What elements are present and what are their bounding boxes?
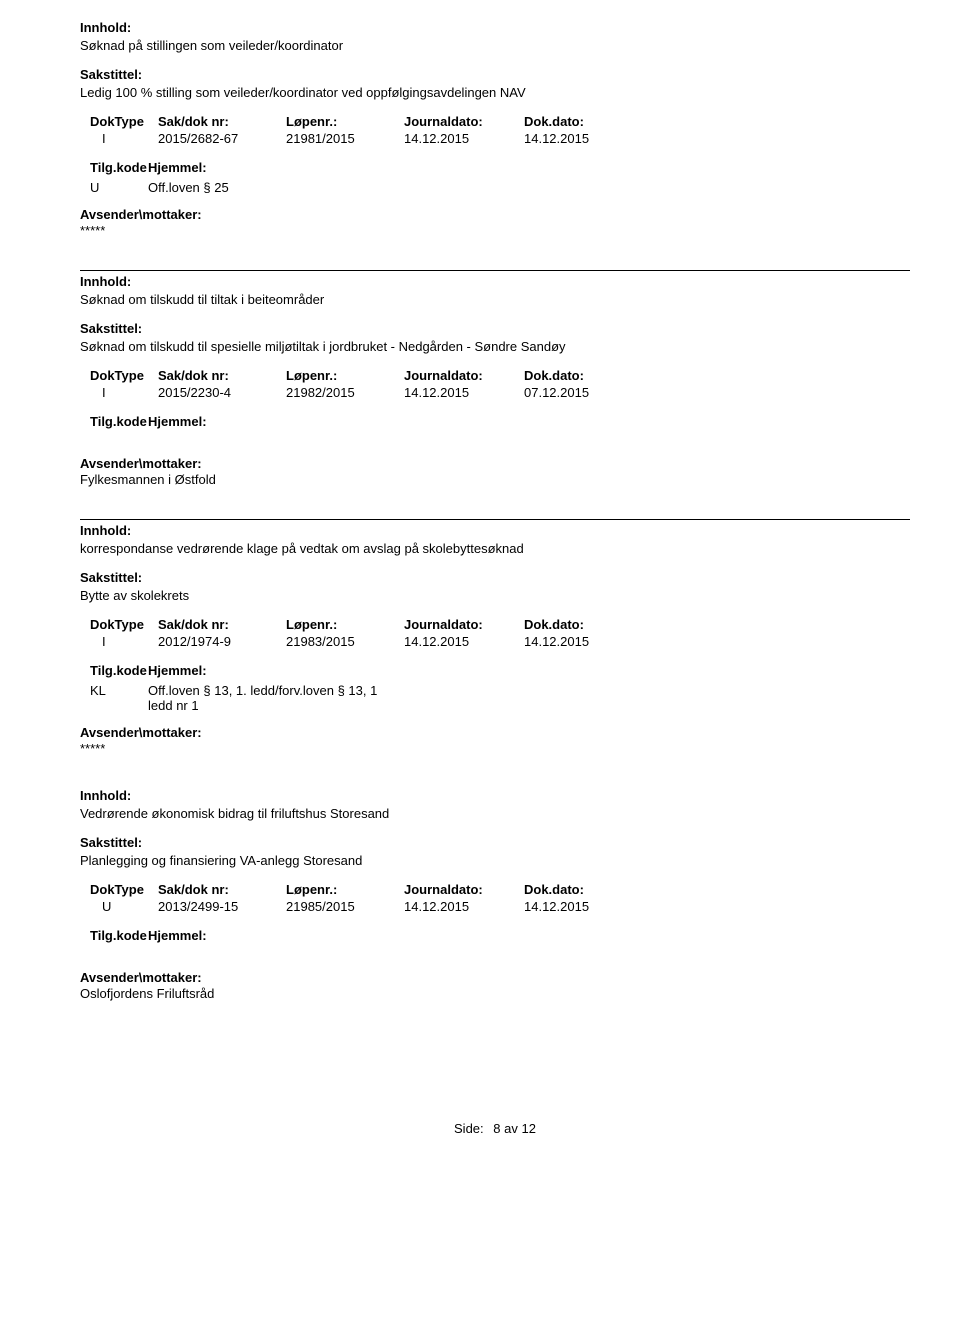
hjemmel-value: Off.loven § 25 [148, 180, 398, 195]
innhold-label: Innhold: [80, 274, 910, 289]
hjemmel-value: Off.loven § 13, 1. ledd/forv.loven § 13,… [148, 683, 398, 713]
lopen-header: Løpenr.: [286, 882, 404, 897]
doktype-value: I [80, 131, 158, 146]
journal-header: Journaldato: [404, 368, 524, 383]
sakdok-header: Sak/dok nr: [158, 882, 286, 897]
dokdato-header: Dok.dato: [524, 114, 644, 129]
journal-value: 14.12.2015 [404, 131, 524, 146]
journal-value: 14.12.2015 [404, 899, 524, 914]
journal-entry: Innhold: Vedrørende økonomisk bidrag til… [80, 788, 910, 1001]
avsender-label: Avsender\mottaker: [80, 207, 910, 222]
doktype-header: DokType [80, 114, 158, 129]
sakdok-value: 2015/2230-4 [158, 385, 286, 400]
avsender-value: ***** [80, 223, 910, 238]
sakstittel-label: Sakstittel: [80, 67, 910, 82]
innhold-value: korrespondanse vedrørende klage på vedta… [80, 541, 910, 556]
page-current: 8 [493, 1121, 500, 1136]
doktype-header: DokType [80, 617, 158, 632]
journal-value: 14.12.2015 [404, 385, 524, 400]
doktype-value: I [80, 634, 158, 649]
doktype-value: I [80, 385, 158, 400]
dokdato-header: Dok.dato: [524, 882, 644, 897]
tilgkode-value: KL [80, 683, 148, 713]
tilgkode-label: Tilg.kode [80, 414, 148, 429]
tilgkode-label: Tilg.kode [80, 663, 148, 678]
page-av: av [504, 1121, 518, 1136]
avsender-label: Avsender\mottaker: [80, 725, 910, 740]
avsender-value: ***** [80, 741, 910, 756]
journal-value: 14.12.2015 [404, 634, 524, 649]
sakdok-header: Sak/dok nr: [158, 368, 286, 383]
avsender-value: Fylkesmannen i Østfold [80, 472, 910, 487]
page-footer: Side: 8 av 12 [80, 1121, 910, 1136]
sakstittel-value: Bytte av skolekrets [80, 588, 910, 603]
dokdato-value: 14.12.2015 [524, 131, 644, 146]
hjemmel-label: Hjemmel: [148, 414, 910, 429]
page-total: 12 [522, 1121, 536, 1136]
dokdato-value: 14.12.2015 [524, 634, 644, 649]
avsender-label: Avsender\mottaker: [80, 456, 910, 471]
lopen-header: Løpenr.: [286, 114, 404, 129]
sakstittel-value: Ledig 100 % stilling som veileder/koordi… [80, 85, 910, 100]
journal-entry: Innhold: korrespondanse vedrørende klage… [80, 519, 910, 756]
innhold-value: Søknad om tilskudd til tiltak i beiteomr… [80, 292, 910, 307]
innhold-value: Vedrørende økonomisk bidrag til frilufts… [80, 806, 910, 821]
lopen-value: 21982/2015 [286, 385, 404, 400]
lopen-value: 21981/2015 [286, 131, 404, 146]
tilgkode-value: U [80, 180, 148, 195]
journal-header: Journaldato: [404, 114, 524, 129]
dokdato-value: 14.12.2015 [524, 899, 644, 914]
tilgkode-label: Tilg.kode [80, 160, 148, 175]
sakstittel-value: Søknad om tilskudd til spesielle miljøti… [80, 339, 910, 354]
doktype-value: U [80, 899, 158, 914]
sakdok-header: Sak/dok nr: [158, 114, 286, 129]
lopen-value: 21983/2015 [286, 634, 404, 649]
hjemmel-label: Hjemmel: [148, 663, 910, 678]
dokdato-header: Dok.dato: [524, 368, 644, 383]
sakstittel-label: Sakstittel: [80, 835, 910, 850]
innhold-label: Innhold: [80, 523, 910, 538]
doktype-header: DokType [80, 882, 158, 897]
journal-entry: Innhold: Søknad om tilskudd til tiltak i… [80, 270, 910, 487]
hjemmel-label: Hjemmel: [148, 160, 910, 175]
avsender-value: Oslofjordens Friluftsråd [80, 986, 910, 1001]
journal-entry: Innhold: Søknad på stillingen som veiled… [80, 20, 910, 238]
hjemmel-label: Hjemmel: [148, 928, 910, 943]
journal-header: Journaldato: [404, 882, 524, 897]
innhold-value: Søknad på stillingen som veileder/koordi… [80, 38, 910, 53]
sakstittel-value: Planlegging og finansiering VA-anlegg St… [80, 853, 910, 868]
tilgkode-label: Tilg.kode [80, 928, 148, 943]
sakdok-header: Sak/dok nr: [158, 617, 286, 632]
dokdato-header: Dok.dato: [524, 617, 644, 632]
journal-header: Journaldato: [404, 617, 524, 632]
dokdato-value: 07.12.2015 [524, 385, 644, 400]
lopen-header: Løpenr.: [286, 617, 404, 632]
sakstittel-label: Sakstittel: [80, 570, 910, 585]
sakdok-value: 2012/1974-9 [158, 634, 286, 649]
lopen-header: Løpenr.: [286, 368, 404, 383]
sakdok-value: 2013/2499-15 [158, 899, 286, 914]
doktype-header: DokType [80, 368, 158, 383]
lopen-value: 21985/2015 [286, 899, 404, 914]
innhold-label: Innhold: [80, 20, 910, 35]
sakstittel-label: Sakstittel: [80, 321, 910, 336]
sakdok-value: 2015/2682-67 [158, 131, 286, 146]
innhold-label: Innhold: [80, 788, 910, 803]
side-label: Side: [454, 1121, 484, 1136]
avsender-label: Avsender\mottaker: [80, 970, 910, 985]
